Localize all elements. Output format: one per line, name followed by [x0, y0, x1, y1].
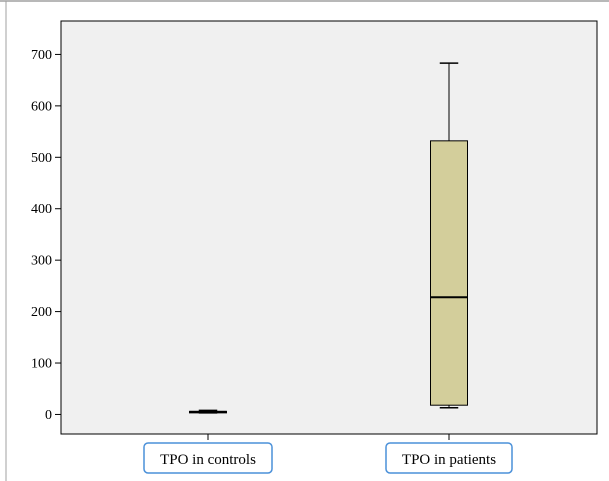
box-2	[430, 62, 468, 409]
x-axis: TPO in controls TPO in patients	[143, 434, 513, 474]
plot-area	[60, 20, 598, 435]
y-tick-label: 300	[31, 254, 52, 269]
y-tick-label: 600	[31, 99, 52, 114]
y-tick-label: 0	[45, 408, 52, 423]
category-label-box	[143, 442, 273, 474]
y-tick-label: 200	[31, 305, 52, 320]
category-label-box	[385, 442, 513, 474]
boxes-layer	[189, 62, 468, 414]
category-label-1: TPO in controls	[143, 442, 273, 474]
category-label-text: TPO in controls	[160, 452, 256, 468]
y-tick-label: 500	[31, 151, 52, 166]
category-label-2: TPO in patients	[385, 442, 513, 474]
category-label-text: TPO in patients	[402, 452, 496, 468]
y-tick-label: 700	[31, 48, 52, 63]
y-axis: 0 100 200 300 400 500 600 700	[31, 48, 61, 423]
y-tick-label: 100	[31, 357, 52, 372]
iqr-box	[430, 140, 468, 406]
y-tick-label: 400	[31, 202, 52, 217]
box-1	[189, 409, 227, 414]
